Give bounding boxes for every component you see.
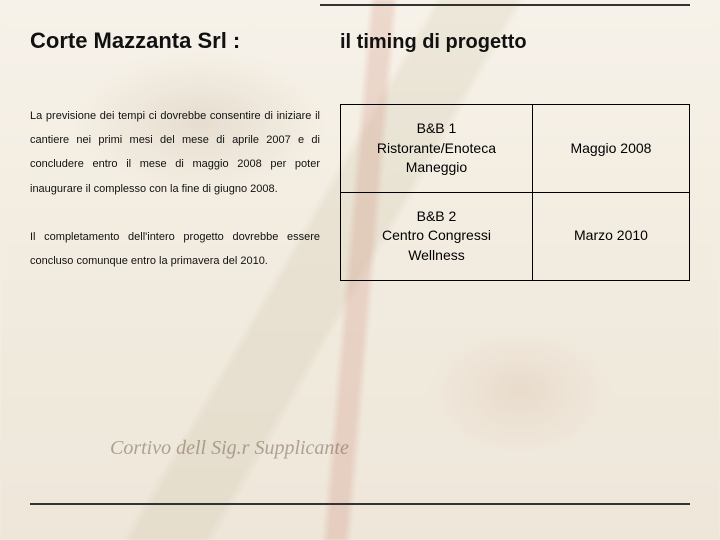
para-1: La previsione dei tempi ci dovrebbe cons…	[30, 110, 320, 195]
phase-line: Centro Congressi	[382, 227, 491, 243]
top-divider	[320, 4, 690, 6]
para-2: Il completamento dell'intero progetto do…	[30, 231, 320, 267]
body-row: La previsione dei tempi ci dovrebbe cons…	[30, 104, 690, 281]
header-row: Corte Mazzanta Srl : il timing di proget…	[30, 28, 690, 54]
bottom-divider	[30, 503, 690, 505]
phase-line: B&B 1	[417, 120, 457, 136]
phase-cell: B&B 2 Centro Congressi Wellness	[341, 192, 533, 280]
phase-line: Maneggio	[406, 159, 468, 175]
date-cell: Marzo 2010	[532, 192, 689, 280]
timing-table-wrap: B&B 1 Ristorante/Enoteca Maneggio Maggio…	[340, 104, 690, 281]
table-row: B&B 1 Ristorante/Enoteca Maneggio Maggio…	[341, 105, 690, 193]
slide-content: Corte Mazzanta Srl : il timing di proget…	[0, 0, 720, 540]
title-right: il timing di progetto	[340, 31, 527, 54]
timing-table: B&B 1 Ristorante/Enoteca Maneggio Maggio…	[340, 104, 690, 281]
phase-cell: B&B 1 Ristorante/Enoteca Maneggio	[341, 105, 533, 193]
phase-line: Wellness	[408, 247, 465, 263]
description-paragraph: La previsione dei tempi ci dovrebbe cons…	[30, 104, 320, 273]
phase-line: Ristorante/Enoteca	[377, 140, 496, 156]
table-row: B&B 2 Centro Congressi Wellness Marzo 20…	[341, 192, 690, 280]
phase-line: B&B 2	[417, 208, 457, 224]
title-left: Corte Mazzanta Srl :	[30, 28, 330, 54]
date-cell: Maggio 2008	[532, 105, 689, 193]
